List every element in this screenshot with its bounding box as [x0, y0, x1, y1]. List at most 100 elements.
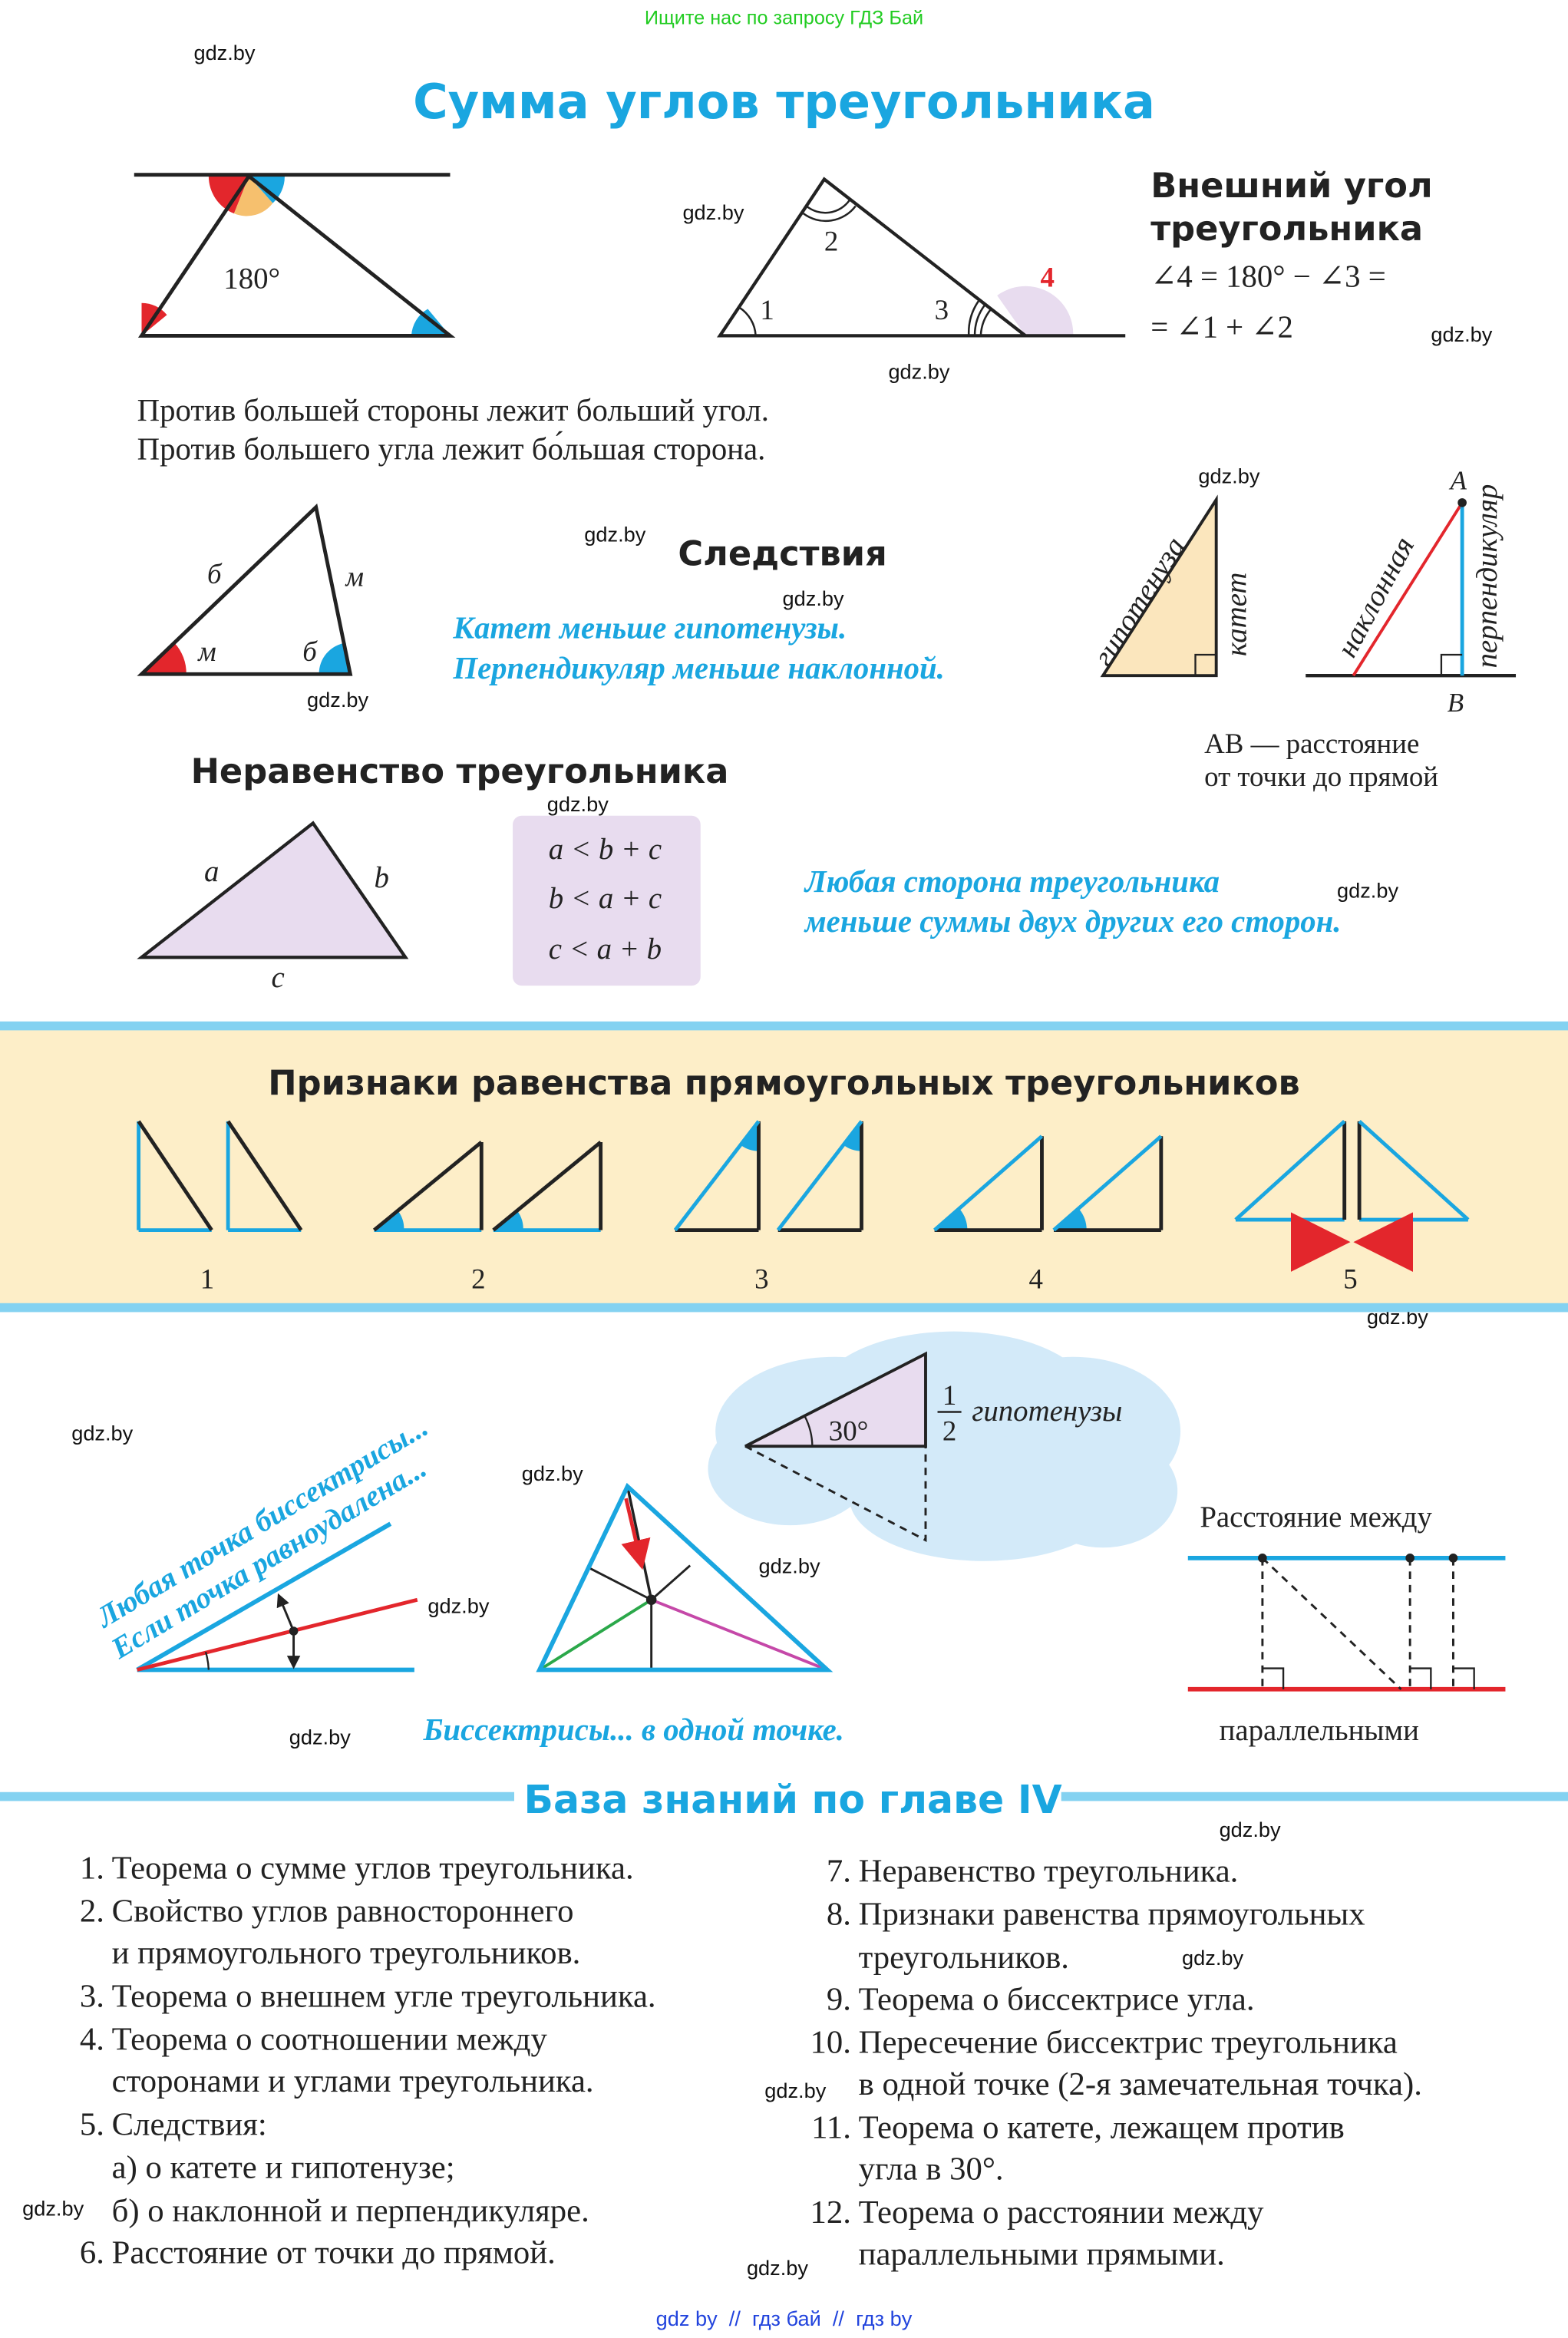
leg-label: катет [1220, 573, 1253, 656]
hypotenuse-half-label: гипотенузы [972, 1395, 1122, 1428]
list-item: параллельными прямыми. [859, 2236, 1225, 2272]
side-b-label: b [374, 861, 388, 894]
inequality-formula: a < b + c [549, 833, 662, 866]
divider-right [1061, 1791, 1568, 1801]
list-item: а) о катете и гипотенузе; [112, 2150, 455, 2186]
list-item: треугольников. [859, 1940, 1069, 1976]
exterior-angle-title: Внешний угол [1150, 166, 1432, 206]
list-item: сторонами и углами треугольника. [112, 2063, 594, 2099]
list-item: Теорема о соотношении между [112, 2022, 548, 2058]
distance-text-2: от точки до прямой [1204, 761, 1438, 792]
criterion-number: 4 [1028, 1263, 1042, 1294]
watermark: gdz.by [747, 2256, 808, 2280]
list-item: и прямоугольного треугольников. [112, 1935, 581, 1971]
list-item: Расстояние от точки до прямой. [112, 2234, 556, 2270]
point-b-label: B [1448, 688, 1464, 718]
knowledge-title: База знаний по главе IV [524, 1777, 1062, 1822]
criterion-number: 5 [1343, 1263, 1357, 1294]
watermark: gdz.by [289, 1725, 351, 1749]
inequality-rule-2: меньше суммы двух других его сторон. [804, 904, 1342, 939]
list-item: Свойство углов равностороннего [112, 1894, 574, 1930]
list-number: 2. [80, 1894, 104, 1930]
list-number: 12. [810, 2194, 850, 2231]
point-a-label: A [1449, 465, 1467, 495]
list-number: 1. [80, 1850, 104, 1886]
criterion-2-figure [372, 1141, 603, 1233]
exterior-angle-figure: 1 2 3 4 [717, 177, 1126, 338]
right-triangles-title: Признаки равенства прямоугольных треугол… [268, 1063, 1299, 1103]
list-number: 8. [827, 1897, 851, 1933]
list-item: Признаки равенства прямоугольных [859, 1897, 1365, 1933]
list-number: 9. [827, 1981, 851, 2017]
watermark: gdz.by [758, 1554, 820, 1577]
side-a-label: a [204, 855, 219, 888]
page-title: Сумма углов треугольника [413, 74, 1155, 130]
list-number: 7. [827, 1853, 851, 1889]
statement-angle-side: Против большего угла лежит бо́льшая стор… [137, 432, 766, 467]
watermark: gdz.by [682, 200, 744, 224]
exterior-angle-formula: ∠4 = 180° − ∠3 = [1150, 259, 1385, 293]
criterion-number: 2 [471, 1263, 485, 1294]
list-item: б) о наклонной и перпендикуляре. [112, 2193, 589, 2229]
angle-3-label: 3 [935, 294, 949, 325]
angle-1-label: 1 [760, 294, 774, 325]
bisectors-caption: Биссектрисы... в одной точке. [423, 1712, 844, 1747]
list-item: в одной точке (2-я замечательная точка). [859, 2066, 1422, 2102]
angle-180-label: 180° [223, 262, 280, 295]
list-item: Теорема о катете, лежащем против [859, 2109, 1345, 2145]
list-number: 3. [80, 1978, 104, 2014]
watermark: gdz.by [1182, 1946, 1243, 1970]
search-banner[interactable]: Ищите нас по запросу ГДЗ Бай [645, 8, 923, 29]
watermark: gdz.by [427, 1594, 489, 1618]
criterion-3-figure [673, 1120, 863, 1233]
watermark: gdz.by [584, 522, 645, 546]
watermark: gdz.by [547, 792, 609, 816]
fraction-numerator: 1 [942, 1379, 956, 1411]
list-item: Пересечение биссектрис треугольника [859, 2025, 1398, 2061]
watermark: gdz.by [22, 2196, 84, 2220]
watermark: gdz.by [783, 586, 844, 610]
thirty-degree-figure: 30° 1 2 гипотенузы [708, 1331, 1181, 1561]
corollary-perpendicular: Перпендикуляр меньше наклонной. [452, 651, 944, 685]
perpendicular-figure: наклонная перпендикуляр A B [1306, 465, 1517, 718]
list-number: 5. [80, 2106, 104, 2142]
footer-links[interactable]: gdz by // гдз бай // гдз by [656, 2307, 913, 2330]
watermark: gdz.by [193, 41, 255, 64]
angle-label-m: м [196, 636, 216, 667]
fraction-denominator: 2 [942, 1415, 956, 1446]
watermark: gdz.by [1198, 464, 1259, 488]
list-item: Теорема о расстоянии между [859, 2194, 1265, 2231]
parallel-lines-figure [1187, 1554, 1506, 1692]
side-label-b: б [207, 558, 223, 589]
exterior-angle-title-2: треугольника [1150, 209, 1423, 249]
angle-label-b: б [302, 636, 318, 667]
list-item: Следствия: [112, 2106, 267, 2142]
arrow-down-icon [621, 1498, 651, 1570]
divider-left [0, 1791, 514, 1801]
inequality-formula-box [513, 815, 701, 986]
watermark: gdz.by [888, 360, 949, 384]
knowledge-list-left: 1. Теорема о сумме углов треугольника. 2… [80, 1850, 656, 2270]
list-number: 11. [811, 2109, 851, 2145]
watermarks: gdz.by gdz.by gdz.by gdz.by gdz.by gdz.b… [22, 41, 1493, 2280]
knowledge-list-right: 7. Неравенство треугольника. 8. Признаки… [810, 1853, 1421, 2272]
parallel-caption-bottom: параллельными [1220, 1714, 1419, 1747]
watermark: gdz.by [1220, 1818, 1281, 1841]
corollary-leg: Катет меньше гипотенузы. [452, 611, 847, 646]
angle-4-label: 4 [1041, 261, 1055, 292]
bisector-text: Любая точка биссектрисы... [90, 1410, 434, 1635]
exterior-angle-formula-2: = ∠1 + ∠2 [1150, 309, 1293, 344]
watermark: gdz.by [307, 688, 368, 712]
criterion-number: 3 [754, 1263, 768, 1294]
watermark: gdz.by [1431, 322, 1492, 346]
list-number: 6. [80, 2234, 104, 2270]
angle-2-label: 2 [824, 226, 838, 257]
angle-30-label: 30° [829, 1415, 869, 1446]
criterion-4-figure [933, 1134, 1164, 1233]
bisector-text-2: Если точка равноудалена... [105, 1451, 432, 1666]
statement-side-angle: Против большей стороны лежит больший уго… [137, 393, 769, 428]
watermark: gdz.by [71, 1421, 133, 1445]
list-item: Теорема о биссектрисе угла. [859, 1981, 1255, 2017]
list-item: Теорема о внешнем угле треугольника. [112, 1978, 656, 2014]
